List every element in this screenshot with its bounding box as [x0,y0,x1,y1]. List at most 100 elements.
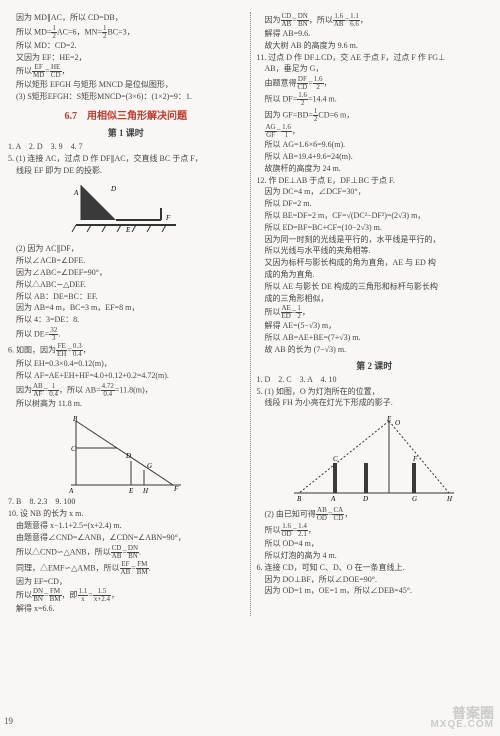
svg-text:A: A [68,487,74,493]
svg-text:G: G [412,495,417,503]
sub-title: 第 2 课时 [257,359,493,372]
text-line: 因为 AB=4 m，BC=3 m，EF=8 m， [8,303,244,314]
text-line: 因为同一时刻的光线是平行的，水平线是平行的， [257,235,493,246]
svg-text:D: D [110,185,116,193]
text-line: 所以灯泡的高为 4 m. [257,551,493,562]
text-line: 所以 4：3=DE：8. [8,315,244,326]
svg-text:F: F [165,214,171,222]
text-line: 由题意得DFCD=1.62， [257,76,493,91]
text-line: 所以 OD=4 m， [257,539,493,550]
text-line: 线段 FH 为小亮在灯光下形成的影子. [257,398,493,409]
svg-text:B: B [297,495,302,503]
text-line: 因为 GF=BD=12CD=6 m， [257,108,493,123]
text-line: 所以树高为 11.8 m. [8,399,244,410]
text-line: 所以 ED=BF=BC+CF=(10−2√3) m. [257,223,493,234]
watermark-cn: 普案圈 [430,706,494,720]
left-column: 因为 MD∥AC，所以 CD=DB， 所以 MD=12AC=6，MN=12BC=… [8,12,244,616]
text-line: 所以光线与水平线的夹角相等. [257,246,493,257]
text-line: 6. 如图，因为FEEH=0.30.4， [8,343,244,358]
text-line: 因为 DC=4 m，∠DCF=30°， [257,187,493,198]
text-line: 1. D 2. C 3. A 4. 10 [257,375,493,386]
svg-text:H: H [446,495,453,503]
text-line: 所以∠ACB=∠DFE. [8,256,244,267]
text-line: 所以EFMD=HECD， [8,64,244,79]
text-line: AGGF=1.61， [257,124,493,139]
right-column: 因为CDAB=DNBN，所以1.6AB=1.16.6， 解得 AB=9.6. 故… [257,12,493,616]
text-line: 所以 BE=DF=2 m，CF=√(DC²−DF²)=(2√3) m， [257,211,493,222]
text-line: 所以 AB：DE=BC：EF. [8,292,244,303]
svg-text:H: H [142,487,149,493]
svg-text:F: F [173,485,179,493]
svg-text:O: O [395,419,400,427]
text-line: 1. A 2. D 3. 9 4. 7 [8,142,244,153]
text-line: 10. 设 NB 的长为 x m. [8,509,244,520]
svg-text:E: E [386,415,392,423]
text-line: 解得 AE=(5−√3) m， [257,321,493,332]
svg-text:F: F [412,455,418,463]
text-line: 所以 EH=0.3×0.4=0.12(m)， [8,359,244,370]
text-line: 因为∠ABC=∠DEF=90°， [8,268,244,279]
text-line: 因为 DO⊥BF，所以∠DOE=90°. [257,575,493,586]
text-line: 所以 AG=1.6×6=9.6(m). [257,140,493,151]
figure-triangle-shadow: D A E F [8,180,244,240]
text-line: 6. 连接 CD，可知 C、D、O 在一条直线上. [257,563,493,574]
text-line: 故 AB 的长为 (7−√3) m. [257,345,493,356]
text-line: 由题意得∠CND=∠ANB，∠CDN=∠ABN=90°， [8,533,244,544]
text-line: 因为 OD=1 m，OE=1 m，所以∠DEB=45°. [257,586,493,597]
svg-text:A: A [73,189,79,197]
text-line: 所以DNBN=FMBM，即1.1x=1.5x+2.4， [8,588,244,603]
svg-text:D: D [125,452,131,460]
text-line: 所以 MD=12AC=6，MN=12BC=3， [8,25,244,40]
text-line: 所以 DF=1.62=14.4 m. [257,92,493,107]
text-line: 成的三角形相似， [257,294,493,305]
text-line: 所以 AB=19.4+9.6=24(m). [257,152,493,163]
text-line: (2) 因为 AC∥DF， [8,244,244,255]
text-line: 同理，△EMF∽△AMB，所以EFAB=FMBM. [8,561,244,576]
text-line: 故旗杆的高度为 24 m. [257,164,493,175]
text-line: 7. B 8. 2.3 9. 100 [8,497,244,508]
text-line: 5. (1) 如图，O 为灯泡所在的位置， [257,387,493,398]
text-line: 所以△CND∽△ANB，所以CDAB=DNBN. [8,545,244,560]
text-line: 成的角为直角. [257,270,493,281]
text-line: 因为ABAF=10.4，所以 AB=4.720.4=11.8(m)， [8,383,244,398]
text-line: 所以AEED=12， [257,305,493,320]
svg-text:B: B [73,415,78,423]
text-line: 因为CDAB=DNBN，所以1.6AB=1.16.6， [257,13,493,28]
svg-text:E: E [128,487,134,493]
text-line: 解得 x=6.6. [8,604,244,615]
page-number: 19 [4,716,13,726]
svg-text:C: C [71,445,76,453]
text-line: 所以△ABC∽△DEF. [8,280,244,291]
column-divider [250,12,251,616]
watermark-en: MXQE.COM [430,720,494,730]
svg-text:C: C [333,455,338,463]
text-line: 又因为 EF：HE=2， [8,53,244,64]
text-line: (3) S矩形EFGH：S矩形MNCD=(3×6)：(1×2)=9：1. [8,92,244,103]
svg-text:A: A [330,495,336,503]
text-line: 所以 DE=323. [8,327,244,342]
text-line: AB，垂足为 G， [257,64,493,75]
text-line: 又因为标杆与影长构成的角为直角，AE 与 ED 构 [257,258,493,269]
text-line: 解得 AB=9.6. [257,29,493,40]
figure-light-shadow: E O B A C D G F H [257,413,493,503]
page-container: 因为 MD∥AC，所以 CD=DB， 所以 MD=12AC=6，MN=12BC=… [0,0,500,624]
text-line: 所以 AE 与影长 DE 构成的三角形和标杆与影长构 [257,282,493,293]
section-title: 6.7 用相似三角形解决问题 [8,107,244,122]
figure-tree-triangle: B C A D E H G F [8,413,244,493]
svg-text:G: G [147,462,152,470]
text-line: 5. (1) 连接 AC，过点 D 作 DF∥AC，交直线 BC 于点 F， [8,154,244,165]
text-line: 所以1.6OD=1.42.1， [257,523,493,538]
svg-text:E: E [125,226,131,234]
text-line: 由题意得 x−1.1+2.5=(x+2.4) m. [8,521,244,532]
text-line: 线段 EF 即为 DE 的投影. [8,166,244,177]
text-line: 11. 过点 D 作 DF⊥CD，交 AE 于点 F，过点 F 作 FG⊥ [257,53,493,64]
text-line: (2) 由已知可得ABOD=CACD， [257,507,493,522]
text-line: 所以 MD：CD=2. [8,41,244,52]
text-line: 所以矩形 EFGH 与矩形 MNCD 是位似图形， [8,80,244,91]
svg-text:D: D [362,495,368,503]
text-line: 所以 AB=AE+BE=(7+√3) m. [257,333,493,344]
text-line: 因为 EF=CD， [8,577,244,588]
text-line: 所以 AF=AE+EH+HF=4.0+0.12+0.2=4.72(m). [8,371,244,382]
text-line: 故大树 AB 的高度为 9.6 m. [257,41,493,52]
text-line: 12. 作 DE⊥AB 于点 E，DF⊥BC 于点 F. [257,176,493,187]
